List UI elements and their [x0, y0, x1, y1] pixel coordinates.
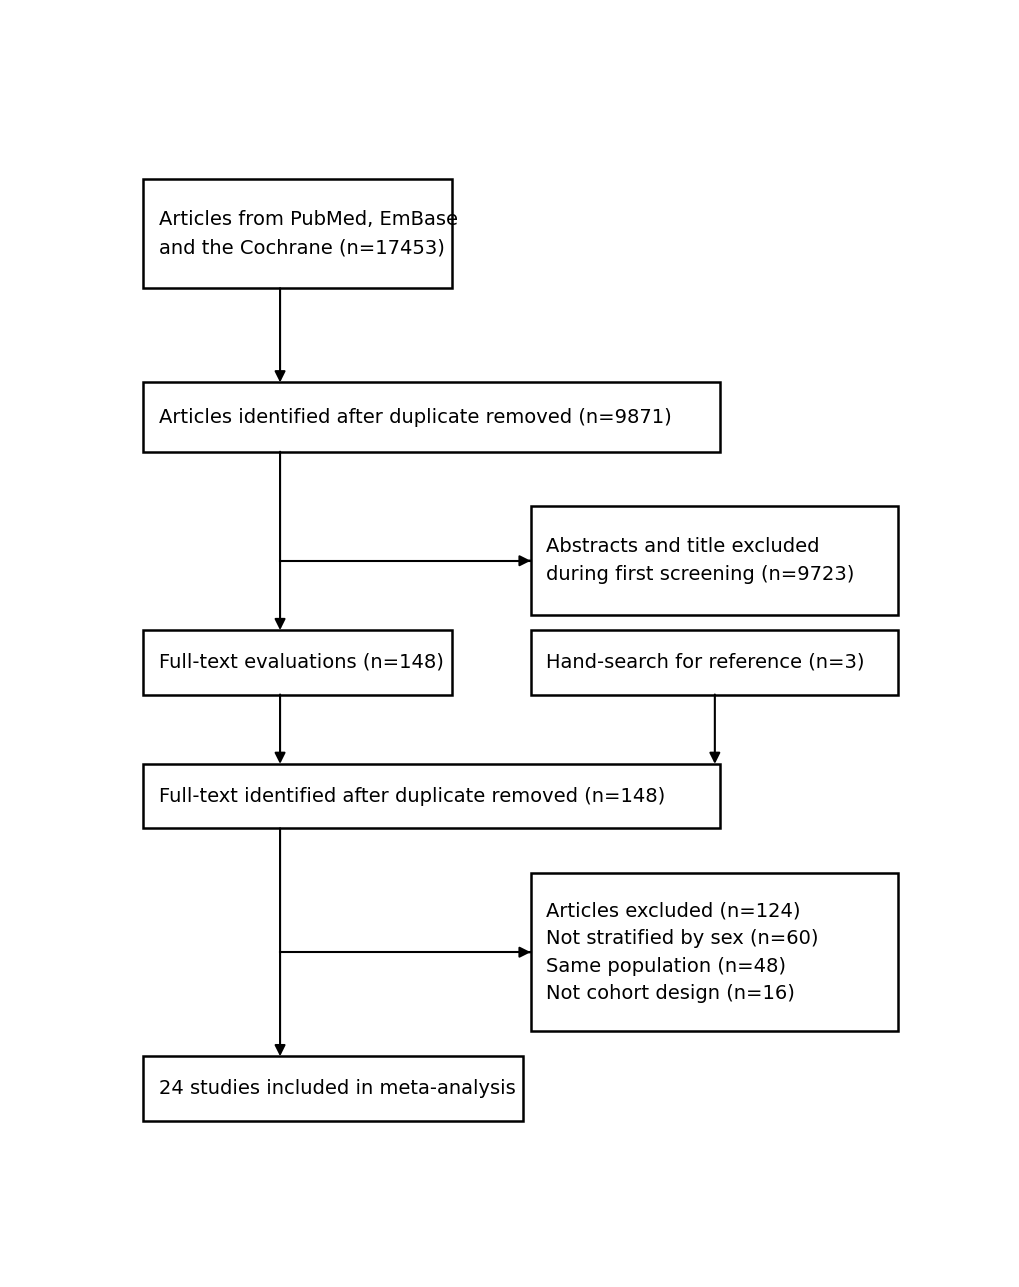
- Bar: [143, 1057, 522, 1121]
- Text: during first screening (n=9723): during first screening (n=9723): [546, 565, 854, 584]
- Text: Articles excluded (n=124): Articles excluded (n=124): [546, 901, 800, 920]
- Text: Not cohort design (n=16): Not cohort design (n=16): [546, 985, 795, 1004]
- Text: Full-text evaluations (n=148): Full-text evaluations (n=148): [159, 653, 443, 672]
- Bar: [143, 764, 719, 829]
- Text: Hand-search for reference (n=3): Hand-search for reference (n=3): [546, 653, 864, 672]
- Bar: [143, 382, 719, 452]
- Text: Full-text identified after duplicate removed (n=148): Full-text identified after duplicate rem…: [159, 786, 664, 806]
- Bar: [530, 873, 898, 1031]
- Text: Not stratified by sex (n=60): Not stratified by sex (n=60): [546, 929, 818, 947]
- Bar: [143, 631, 451, 695]
- Text: and the Cochrane (n=17453): and the Cochrane (n=17453): [159, 238, 444, 257]
- Text: Same population (n=48): Same population (n=48): [546, 956, 786, 976]
- Text: Articles from PubMed, EmBase: Articles from PubMed, EmBase: [159, 210, 458, 229]
- Text: 24 studies included in meta-analysis: 24 studies included in meta-analysis: [159, 1079, 516, 1098]
- Bar: [143, 179, 451, 288]
- Text: Articles identified after duplicate removed (n=9871): Articles identified after duplicate remo…: [159, 408, 672, 426]
- Bar: [530, 506, 898, 615]
- Text: Abstracts and title excluded: Abstracts and title excluded: [546, 538, 819, 556]
- Bar: [530, 631, 898, 695]
